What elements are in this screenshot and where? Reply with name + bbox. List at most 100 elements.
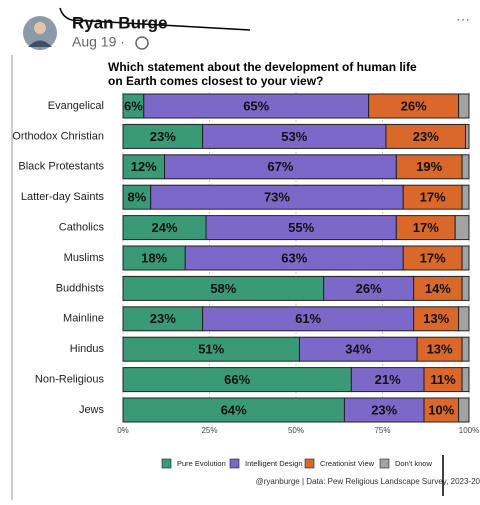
bar-segment	[416, 336, 463, 362]
chart: Which statement about the development of…	[12, 60, 480, 486]
value-label: 6%	[124, 98, 143, 113]
x-tick-label: 75%	[374, 426, 390, 435]
bar-segment	[413, 275, 463, 301]
bar-segment	[461, 336, 470, 362]
x-tick-label: 0%	[117, 426, 129, 435]
value-label: 18%	[141, 250, 167, 265]
bar-segment	[458, 397, 470, 423]
category-label: Mainline	[63, 313, 104, 325]
category-label: Muslims	[64, 252, 105, 264]
legend-label: Intelligent Design	[245, 459, 303, 468]
bar-segment	[298, 336, 418, 362]
bar-segment	[122, 397, 345, 423]
value-label: 63%	[281, 250, 307, 265]
bar-segment	[202, 123, 387, 149]
category-label: Jews	[79, 404, 105, 416]
bar-segment	[423, 397, 460, 423]
avatar-face	[34, 22, 46, 34]
bar-segment	[202, 306, 415, 332]
bar-segment	[122, 215, 207, 241]
value-label: 55%	[288, 220, 314, 235]
legend-swatch	[304, 458, 315, 469]
value-label: 23%	[371, 402, 397, 417]
value-label: 26%	[356, 281, 382, 296]
value-label: 10%	[428, 402, 454, 417]
value-label: 19%	[416, 159, 442, 174]
category-label: Non-Religious	[35, 374, 105, 386]
legend-label: Pure Evolution	[177, 459, 226, 468]
value-label: 61%	[295, 311, 321, 326]
author[interactable]: Ryan Burge	[72, 13, 167, 32]
value-label: 23%	[150, 311, 176, 326]
bar-segment	[461, 184, 470, 210]
category-label: Latter-day Saints	[21, 191, 105, 203]
bar-segment	[205, 215, 397, 241]
value-label: 73%	[264, 190, 290, 205]
value-label: 14%	[425, 281, 451, 296]
bar-segment	[122, 306, 204, 332]
menu[interactable]: ···	[456, 11, 470, 27]
category-label: Evangelical	[48, 100, 104, 112]
value-label: 13%	[427, 342, 453, 357]
value-label: 51%	[198, 342, 224, 357]
value-label: 23%	[150, 129, 176, 144]
value-label: 66%	[224, 372, 250, 387]
bar-segment	[461, 154, 470, 180]
bar-segment	[150, 184, 404, 210]
value-label: 67%	[267, 159, 293, 174]
bar-segment	[184, 245, 404, 271]
bar-segment	[122, 275, 325, 301]
x-tick-label: 25%	[201, 426, 217, 435]
bar-segment	[343, 397, 425, 423]
category-label: Orthodox Christian	[12, 130, 104, 142]
value-label: 13%	[423, 311, 449, 326]
value-label: 17%	[420, 250, 446, 265]
bar-segment	[458, 93, 470, 119]
avatar-body	[28, 40, 52, 47]
legend-label: Creationist View	[320, 459, 375, 468]
value-label: 26%	[401, 98, 427, 113]
x-tick-label: 50%	[288, 426, 304, 435]
bar-segment	[122, 367, 352, 393]
category-label: Hindus	[70, 343, 105, 355]
bar-segment	[461, 367, 470, 393]
value-label: 8%	[127, 190, 146, 205]
bar-segment	[465, 123, 470, 149]
value-label: 12%	[131, 159, 157, 174]
value-label: 24%	[152, 220, 178, 235]
chart-title: on Earth comes closest to your view?	[108, 74, 323, 88]
value-label: 65%	[243, 98, 269, 113]
bar-segment	[461, 275, 470, 301]
globe-icon	[135, 36, 149, 50]
bar-segment	[122, 123, 204, 149]
bar-segment	[164, 154, 397, 180]
legend-swatch	[379, 458, 390, 469]
value-label: 34%	[345, 342, 371, 357]
bar-segment	[458, 306, 470, 332]
bar-segment	[350, 367, 425, 393]
bar-segment	[395, 154, 463, 180]
value-label: 23%	[413, 129, 439, 144]
value-label: 53%	[281, 129, 307, 144]
bar-segment	[461, 245, 470, 271]
chart-title: Which statement about the development of…	[108, 60, 417, 74]
source: @ryanburge | Data: Pew Religious Landsca…	[256, 477, 480, 486]
legend-label: Don't know	[395, 459, 432, 468]
category-label: Catholics	[59, 222, 105, 234]
bar-segment	[454, 215, 470, 241]
value-label: 58%	[210, 281, 236, 296]
category-label: Black Protestants	[18, 161, 104, 173]
category-label: Buddhists	[56, 282, 105, 294]
bar-segment	[402, 245, 463, 271]
bar-segment	[122, 336, 300, 362]
bar-segment	[122, 245, 186, 271]
value-label: 64%	[221, 402, 247, 417]
value-label: 17%	[420, 190, 446, 205]
value-label: 21%	[375, 372, 401, 387]
legend-swatch	[229, 458, 240, 469]
bar-segment	[395, 215, 456, 241]
bar-segment	[402, 184, 463, 210]
date[interactable]: Aug 19 ·	[72, 34, 125, 50]
x-tick-label: 100%	[459, 426, 479, 435]
